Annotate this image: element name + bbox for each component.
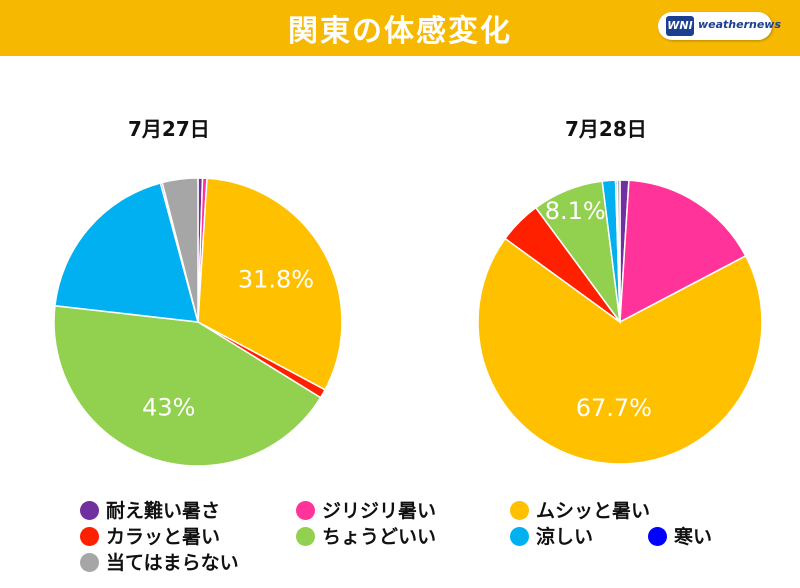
legend-swatch [80,553,99,572]
pie-slice [197,177,343,391]
legend-label: カラッと暑い [106,526,221,548]
legend-label: 寒い [674,526,713,548]
legend-swatch [510,527,529,546]
pie-slice [477,237,763,465]
legend-swatch [296,501,315,520]
legend-swatch [648,527,667,546]
data-label: 31.8% [238,265,314,293]
logo-mark: WNI [666,16,694,36]
data-label: 67.7% [576,394,652,422]
logo-text: weathernews [698,18,782,31]
page-title: 関東の体感変化 [288,14,512,49]
pie-jul28: 67.7% 8.1% [477,179,763,465]
pie-jul27: 31.8% 43% [53,177,343,467]
pie-slice [53,304,322,467]
weathernews-logo: WNI weathernews [658,12,781,40]
pie-slice [619,179,747,324]
legend-swatch [296,527,315,546]
legend-label: 耐え難い暑さ [106,500,221,522]
legend-swatch [510,501,529,520]
chart-title-jul27: 7月27日 [128,117,210,141]
data-label: 43% [142,393,195,421]
legend-swatch [80,527,99,546]
pie-slice [54,182,200,323]
legend-swatch [80,501,99,520]
legend-label: 当てはまらない [106,552,239,574]
pie-slice [616,179,621,323]
header-bar: 関東の体感変化 WNI weathernews [0,0,800,56]
pie-slice [161,177,199,323]
legend-label: ムシッと暑い [536,500,651,522]
legend-label: ちょうどいい [322,526,437,548]
legend-label: 涼しい [536,526,594,548]
legend-label: ジリジリ暑い [322,500,437,522]
data-label: 8.1% [545,197,606,225]
chart-title-jul28: 7月28日 [565,117,647,141]
